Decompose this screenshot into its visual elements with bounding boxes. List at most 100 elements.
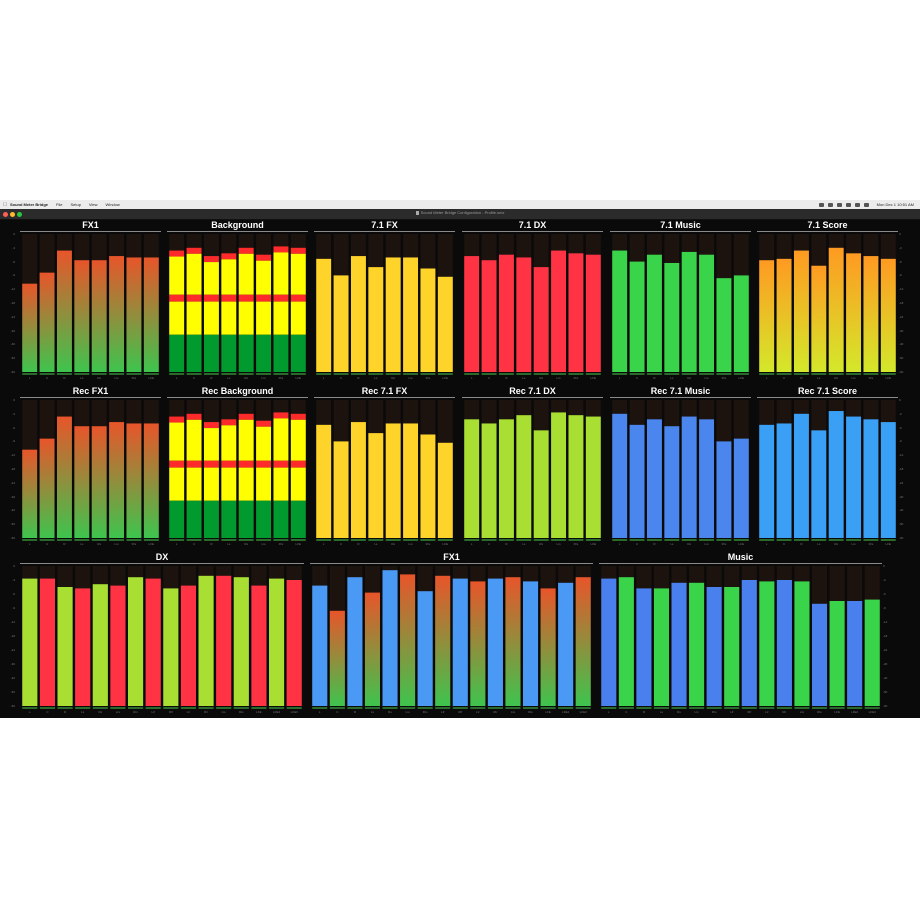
window-title-bar[interactable]: Sound Meter Bridge Configuration - Profi… xyxy=(0,209,920,220)
meter-bar-lfe xyxy=(880,422,896,538)
meter-floor xyxy=(533,539,549,541)
menu-view[interactable]: View xyxy=(88,202,98,207)
meter-floor xyxy=(403,539,419,541)
scale-tick-label: -18 xyxy=(10,634,15,638)
meter-bar-segment xyxy=(238,301,254,335)
menu-window[interactable]: Window xyxy=(105,202,120,207)
channel-label: Rtf xyxy=(458,710,463,714)
meter-bars xyxy=(759,234,896,375)
battery-icon[interactable] xyxy=(854,202,860,207)
scale-tick-label: -12 xyxy=(883,620,888,624)
channel-label: Rrs xyxy=(573,376,579,380)
meter-panel-7-1-fx[interactable]: 7.1 FX L C R Ls Rs Lrs Rrs LFE xyxy=(311,220,458,384)
channel-label: C xyxy=(45,376,49,380)
zoom-button[interactable] xyxy=(17,212,22,217)
menu-file[interactable]: File xyxy=(56,202,63,207)
meter-panel-rec-background[interactable]: Rec Background L C R Ls Rs Lrs Rrs LFE xyxy=(164,386,311,550)
meter-floor xyxy=(681,539,697,541)
meter-floor xyxy=(498,373,514,375)
meter-floor xyxy=(91,539,107,541)
minimize-button[interactable] xyxy=(10,212,15,217)
meter-bar-rrs xyxy=(568,415,584,538)
meter-panel-fx1[interactable]: FX1 L C R Ls Rs Lrs Rrs LFE 0 -3 -6 -9 -12 -18 -24 -30 -4… xyxy=(11,220,164,384)
channel-label: LFE xyxy=(148,542,155,546)
scale-tick-label: -18 xyxy=(10,301,15,305)
meter-panel-rec-7-1-music[interactable]: Rec 7.1 Music L C R Ls Rs Lrs Rrs LFE xyxy=(607,386,754,550)
meter-bar-rs xyxy=(828,247,844,372)
channel-label: LFE2 xyxy=(851,710,859,714)
meter-panel-7-1-dx[interactable]: 7.1 DX L C R Ls Rs Lrs Rrs LFE xyxy=(459,220,606,384)
channel-label: Ls xyxy=(670,542,674,546)
meter-floor xyxy=(516,373,532,375)
menu-app-name[interactable]: Sound Meter Bridge xyxy=(10,202,49,207)
meter-bar-rrs xyxy=(863,256,879,372)
channel-label: Ltr xyxy=(186,710,191,714)
channel-label: L xyxy=(470,542,473,546)
channel-label: Lrs xyxy=(405,710,410,714)
meter-panel-rec-7-1-fx[interactable]: Rec 7.1 FX L C R Ls Rs Lrs Rrs LFE xyxy=(311,386,458,550)
channel-label: LFE xyxy=(590,542,597,546)
tray-icon[interactable] xyxy=(818,202,824,207)
meter-bar-segment xyxy=(169,460,185,468)
scale-tick-label: -30 xyxy=(10,328,15,333)
meter-floor xyxy=(403,373,419,375)
meter-floor xyxy=(39,539,55,541)
meter-floor xyxy=(22,707,38,709)
meter-bar-c xyxy=(329,610,345,706)
channel-label: R xyxy=(642,710,645,714)
meter-panel-music[interactable]: Music L C R Ls Rs Lrs Rrs Ltf Rtf Ltr Rtr Lts Rts LFE L… xyxy=(596,552,887,718)
meter-bar-segment xyxy=(238,413,254,420)
scale-tick-label: -6 xyxy=(12,592,15,596)
meter-floor xyxy=(57,707,73,709)
channel-label: L xyxy=(322,376,325,380)
meter-panel-fx1[interactable]: FX1 L C R Ls Rs Lrs Rrs Ltf Rtf Ltr Rtr Lts Rts LFE LFE… xyxy=(307,552,596,718)
meter-bar-segment xyxy=(203,422,219,429)
meter-bar-rtf xyxy=(452,578,468,706)
meter-floor xyxy=(74,539,90,541)
meter-bar-l xyxy=(316,424,332,538)
channel-label: L xyxy=(28,376,31,380)
menu-setup[interactable]: Setup xyxy=(70,202,81,207)
menu-clock[interactable]: Mon Dec 1 10:51 AM xyxy=(876,202,914,207)
channel-label: Ls xyxy=(670,376,674,380)
meter-floor xyxy=(629,539,645,541)
meter-floor xyxy=(203,539,219,541)
meter-floor xyxy=(759,707,775,709)
meter-bar-segment xyxy=(221,334,237,372)
meter-bar-lfe xyxy=(251,585,267,706)
meter-floor xyxy=(741,707,757,709)
meter-panel-7-1-score[interactable]: 7.1 Score L C R Ls Rs Lrs Rrs LFE 0 -3 -6 -9 -12 -18 -2… xyxy=(754,220,903,384)
meter-floor xyxy=(420,539,436,541)
meter-panel-rec-7-1-score[interactable]: Rec 7.1 Score L C R Ls Rs Lrs Rrs LFE 0 -3 -6 -9 -12 -… xyxy=(754,386,903,550)
meter-floor xyxy=(551,373,567,375)
meter-bar-segment xyxy=(221,467,237,501)
meter-panel-rec-fx1[interactable]: Rec FX1 L C R Ls Rs Lrs Rrs LFE 0 -3 -6 -9 -12 -18 -24 -… xyxy=(11,386,164,550)
channel-label: C xyxy=(635,376,639,380)
meter-floor xyxy=(268,707,285,709)
scale-tick-label: -9 xyxy=(12,439,15,444)
scale-tick-label: -9 xyxy=(899,439,902,444)
close-button[interactable] xyxy=(3,212,8,217)
panel-title: Rec 7.1 Score xyxy=(797,386,858,396)
wifi-icon[interactable] xyxy=(845,202,851,207)
meter-bars xyxy=(22,234,159,375)
channel-label: LFE xyxy=(545,710,551,714)
search-icon[interactable] xyxy=(863,202,869,207)
tray-icon[interactable] xyxy=(836,202,842,207)
meter-panel-rec-7-1-dx[interactable]: Rec 7.1 DX L C R Ls Rs Lrs Rrs LFE xyxy=(459,386,606,550)
meter-bar-rs xyxy=(385,257,401,372)
meter-panel-dx[interactable]: DX L C R Ls Rs Lrs Rrs Ltf Rtf Ltr Rtr Lts Rts LFE LFE2… xyxy=(11,552,307,718)
meter-bar-lrs xyxy=(699,254,715,372)
tray-icon[interactable] xyxy=(827,202,833,207)
meter-floor xyxy=(846,539,862,541)
meter-bar-r xyxy=(498,419,514,538)
meter-panel-background[interactable]: Background L C R Ls Rs Lrs Rrs LFE xyxy=(164,220,311,384)
meter-panel-7-1-music[interactable]: 7.1 Music L C R Ls Rs Lrs Rrs LFE xyxy=(607,220,754,384)
meter-bar-lrs xyxy=(109,256,125,372)
scale-tick-label: -12 xyxy=(899,287,904,292)
channel-label: R xyxy=(63,376,66,380)
apple-icon[interactable]:  xyxy=(0,202,10,208)
scale-tick-label: 0 xyxy=(899,232,901,236)
scale-tick-label: -18 xyxy=(899,301,904,305)
meter-floor xyxy=(864,707,880,709)
